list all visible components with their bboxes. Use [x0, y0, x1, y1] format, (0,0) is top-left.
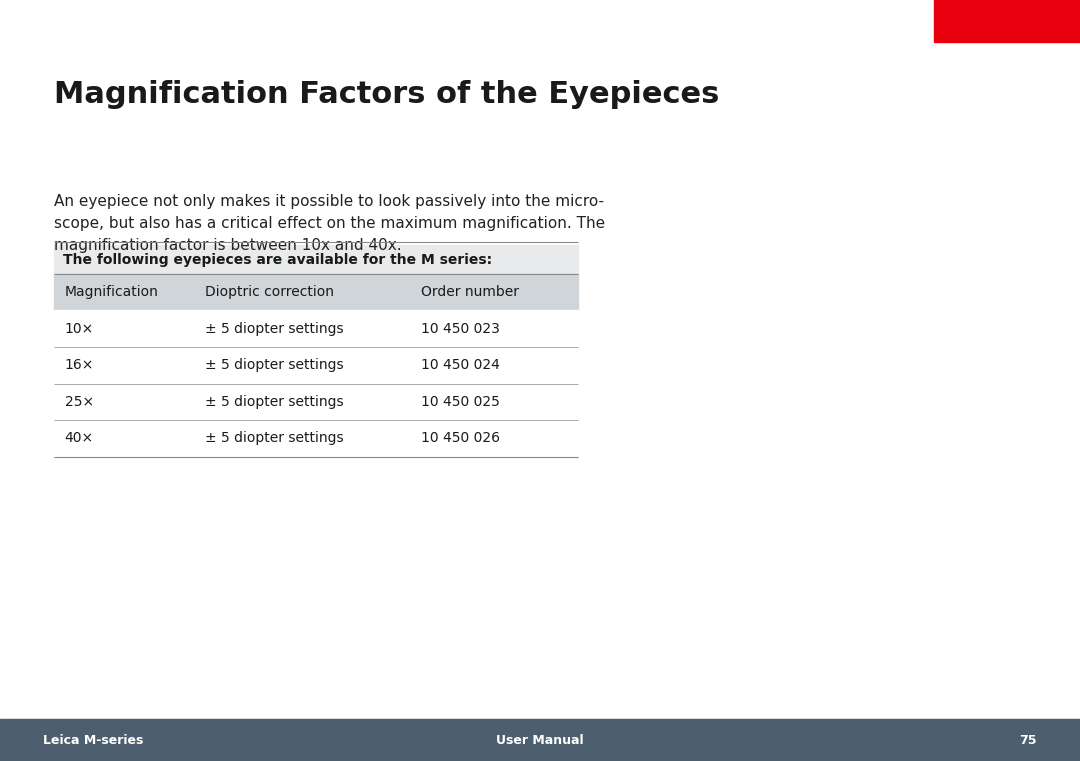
Text: Magnification Factors of the Eyepieces: Magnification Factors of the Eyepieces: [54, 80, 719, 109]
Text: 10 450 025: 10 450 025: [421, 395, 500, 409]
Text: 10 450 023: 10 450 023: [421, 322, 500, 336]
Text: ± 5 diopter settings: ± 5 diopter settings: [205, 358, 343, 372]
Text: 16×: 16×: [65, 358, 94, 372]
Text: An eyepiece not only makes it possible to look passively into the micro-
scope, : An eyepiece not only makes it possible t…: [54, 194, 605, 253]
Text: 25×: 25×: [65, 395, 94, 409]
Text: Magnification: Magnification: [65, 285, 159, 299]
Text: 75: 75: [1020, 734, 1037, 747]
Bar: [54, 274, 578, 310]
Bar: [54, 384, 578, 420]
Text: ± 5 diopter settings: ± 5 diopter settings: [205, 395, 343, 409]
Bar: [54, 310, 578, 347]
Text: The following eyepieces are available for the M series:: The following eyepieces are available fo…: [63, 253, 491, 266]
Text: 40×: 40×: [65, 431, 94, 445]
Text: ± 5 diopter settings: ± 5 diopter settings: [205, 431, 343, 445]
Text: 10×: 10×: [65, 322, 94, 336]
Text: Dioptric correction: Dioptric correction: [205, 285, 334, 299]
Bar: [54, 420, 578, 457]
Text: 10 450 024: 10 450 024: [421, 358, 500, 372]
Text: ± 5 diopter settings: ± 5 diopter settings: [205, 322, 343, 336]
Text: User Manual: User Manual: [496, 734, 584, 747]
Text: Order number: Order number: [421, 285, 519, 299]
Bar: [54, 347, 578, 384]
Bar: [0, 719, 1080, 761]
Text: 10 450 026: 10 450 026: [421, 431, 500, 445]
Bar: [54, 245, 578, 274]
Text: Leica M-series: Leica M-series: [43, 734, 144, 747]
Bar: [934, 0, 1080, 42]
